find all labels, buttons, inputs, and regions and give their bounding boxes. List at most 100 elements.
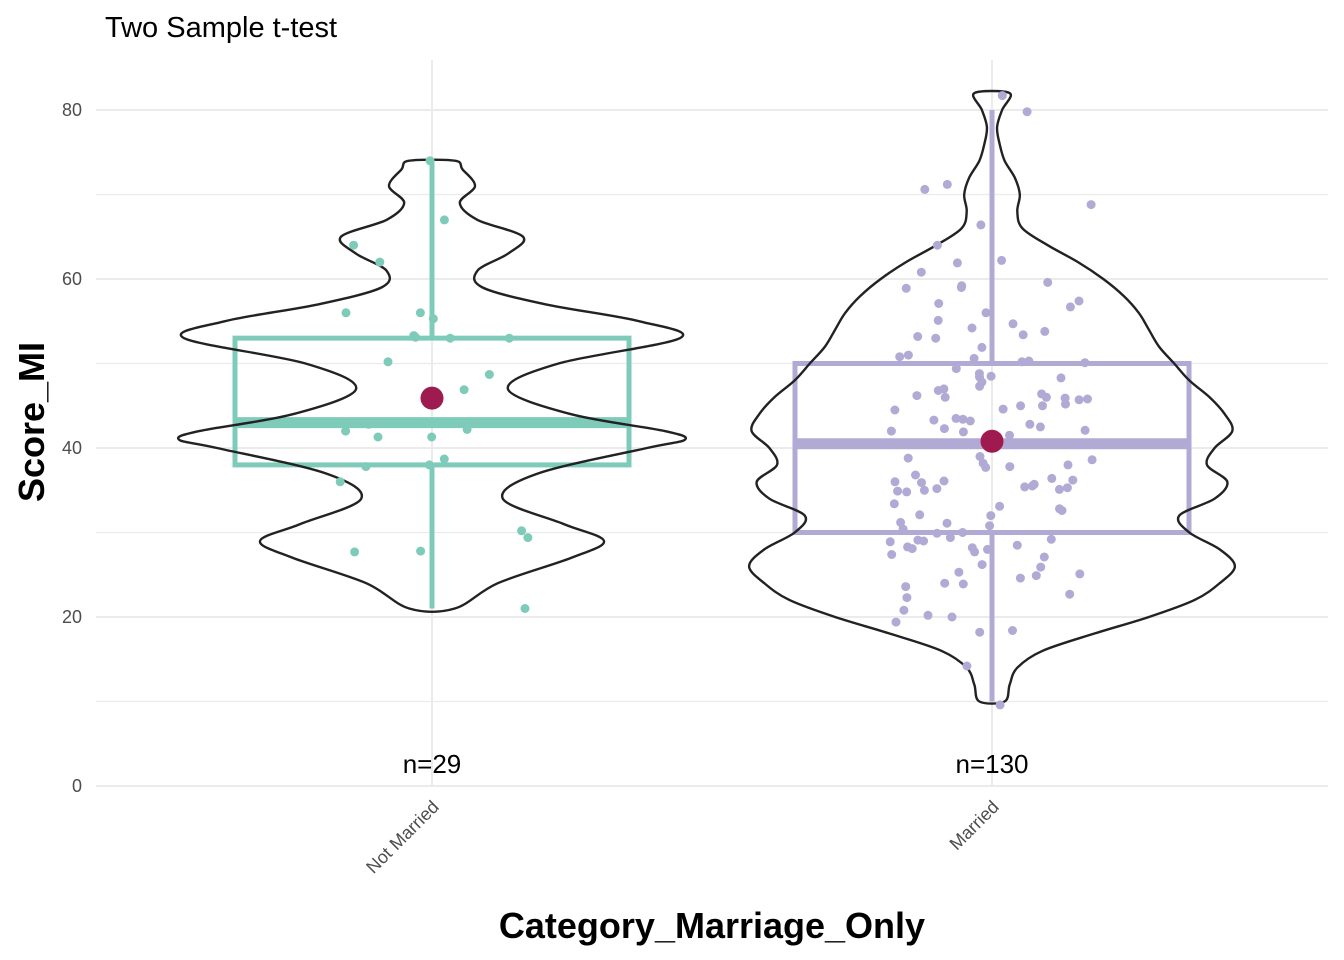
data-point xyxy=(1068,475,1078,485)
data-point xyxy=(1035,422,1045,432)
x-axis-title: Category_Marriage_Only xyxy=(499,905,925,946)
data-point xyxy=(1005,430,1014,440)
data-point xyxy=(983,544,992,554)
data-point xyxy=(952,258,962,268)
data-point xyxy=(934,299,944,308)
data-point xyxy=(885,537,895,547)
data-point xyxy=(1022,107,1032,117)
data-point xyxy=(975,452,985,461)
data-point xyxy=(1039,552,1049,562)
data-point xyxy=(945,533,955,543)
data-point xyxy=(977,560,987,570)
data-point xyxy=(1074,296,1084,306)
data-point xyxy=(932,484,942,494)
data-point xyxy=(1027,481,1037,491)
data-point xyxy=(1065,589,1075,599)
data-point xyxy=(887,550,897,559)
data-point xyxy=(920,184,930,194)
y-tick-label: 20 xyxy=(62,607,82,627)
data-point xyxy=(1036,562,1046,572)
data-point xyxy=(1075,569,1085,579)
data-point xyxy=(1040,326,1050,336)
data-point xyxy=(459,385,469,395)
data-point xyxy=(942,518,952,528)
count-label: n=130 xyxy=(955,749,1028,779)
data-point xyxy=(415,308,425,318)
data-point xyxy=(411,332,420,342)
data-point xyxy=(932,528,942,538)
data-point xyxy=(942,179,952,189)
x-tick-label: Married xyxy=(946,797,1003,854)
data-point xyxy=(916,267,926,277)
data-point xyxy=(958,528,968,537)
data-point xyxy=(373,432,383,442)
data-point xyxy=(1008,626,1017,635)
x-tick-label: Not Married xyxy=(362,797,443,878)
data-point xyxy=(951,364,961,374)
data-point xyxy=(890,405,900,415)
data-point xyxy=(986,511,996,521)
data-point xyxy=(947,612,957,622)
data-point xyxy=(517,526,527,536)
data-point xyxy=(962,661,972,671)
data-point xyxy=(939,424,949,434)
groups: n=29 n=130 xyxy=(177,89,1237,779)
data-point xyxy=(1086,200,1096,210)
data-point xyxy=(1015,573,1025,583)
data-point xyxy=(428,314,438,324)
data-point xyxy=(1046,534,1056,544)
data-point xyxy=(891,617,901,627)
data-point xyxy=(917,478,926,488)
data-point xyxy=(940,392,950,402)
data-point xyxy=(929,415,939,425)
data-point xyxy=(1056,373,1066,383)
chart-title: Two Sample t-test xyxy=(105,12,337,44)
data-point xyxy=(913,332,923,341)
mean-point xyxy=(420,386,444,410)
data-point xyxy=(1018,330,1028,340)
data-point xyxy=(1008,319,1018,329)
data-point xyxy=(1080,358,1090,368)
y-tick-label: 40 xyxy=(62,438,82,458)
data-point xyxy=(902,593,912,603)
data-point xyxy=(1063,460,1073,470)
data-point xyxy=(985,521,995,531)
data-point xyxy=(361,462,371,472)
data-point xyxy=(427,432,437,442)
data-point xyxy=(951,413,961,423)
data-point xyxy=(976,220,986,230)
data-point xyxy=(997,91,1007,101)
data-point xyxy=(424,460,434,470)
data-point xyxy=(923,610,933,620)
violin-outline xyxy=(177,158,687,613)
data-point xyxy=(893,486,903,496)
data-point xyxy=(970,547,980,557)
count-label: n=29 xyxy=(403,749,462,779)
mean-point xyxy=(980,429,1004,453)
data-point xyxy=(939,476,949,486)
data-point xyxy=(998,404,1008,414)
y-axis-title: Score_MI xyxy=(11,342,52,502)
data-point xyxy=(341,308,351,318)
data-point xyxy=(462,424,472,434)
data-point xyxy=(1031,571,1041,581)
data-point xyxy=(981,308,991,318)
data-point xyxy=(1083,394,1092,404)
data-point xyxy=(954,567,964,577)
data-point xyxy=(912,391,922,401)
data-point xyxy=(903,350,913,360)
data-point xyxy=(890,477,900,487)
data-point xyxy=(931,333,941,343)
data-point xyxy=(1047,473,1057,483)
data-point xyxy=(445,333,455,343)
data-point xyxy=(965,416,975,426)
data-point xyxy=(933,315,943,325)
data-point xyxy=(349,240,359,250)
data-point xyxy=(1005,462,1015,472)
data-point xyxy=(901,582,911,592)
data-point xyxy=(1065,302,1075,312)
data-point xyxy=(1038,401,1047,411)
data-point xyxy=(484,370,494,379)
data-point xyxy=(1061,399,1070,409)
